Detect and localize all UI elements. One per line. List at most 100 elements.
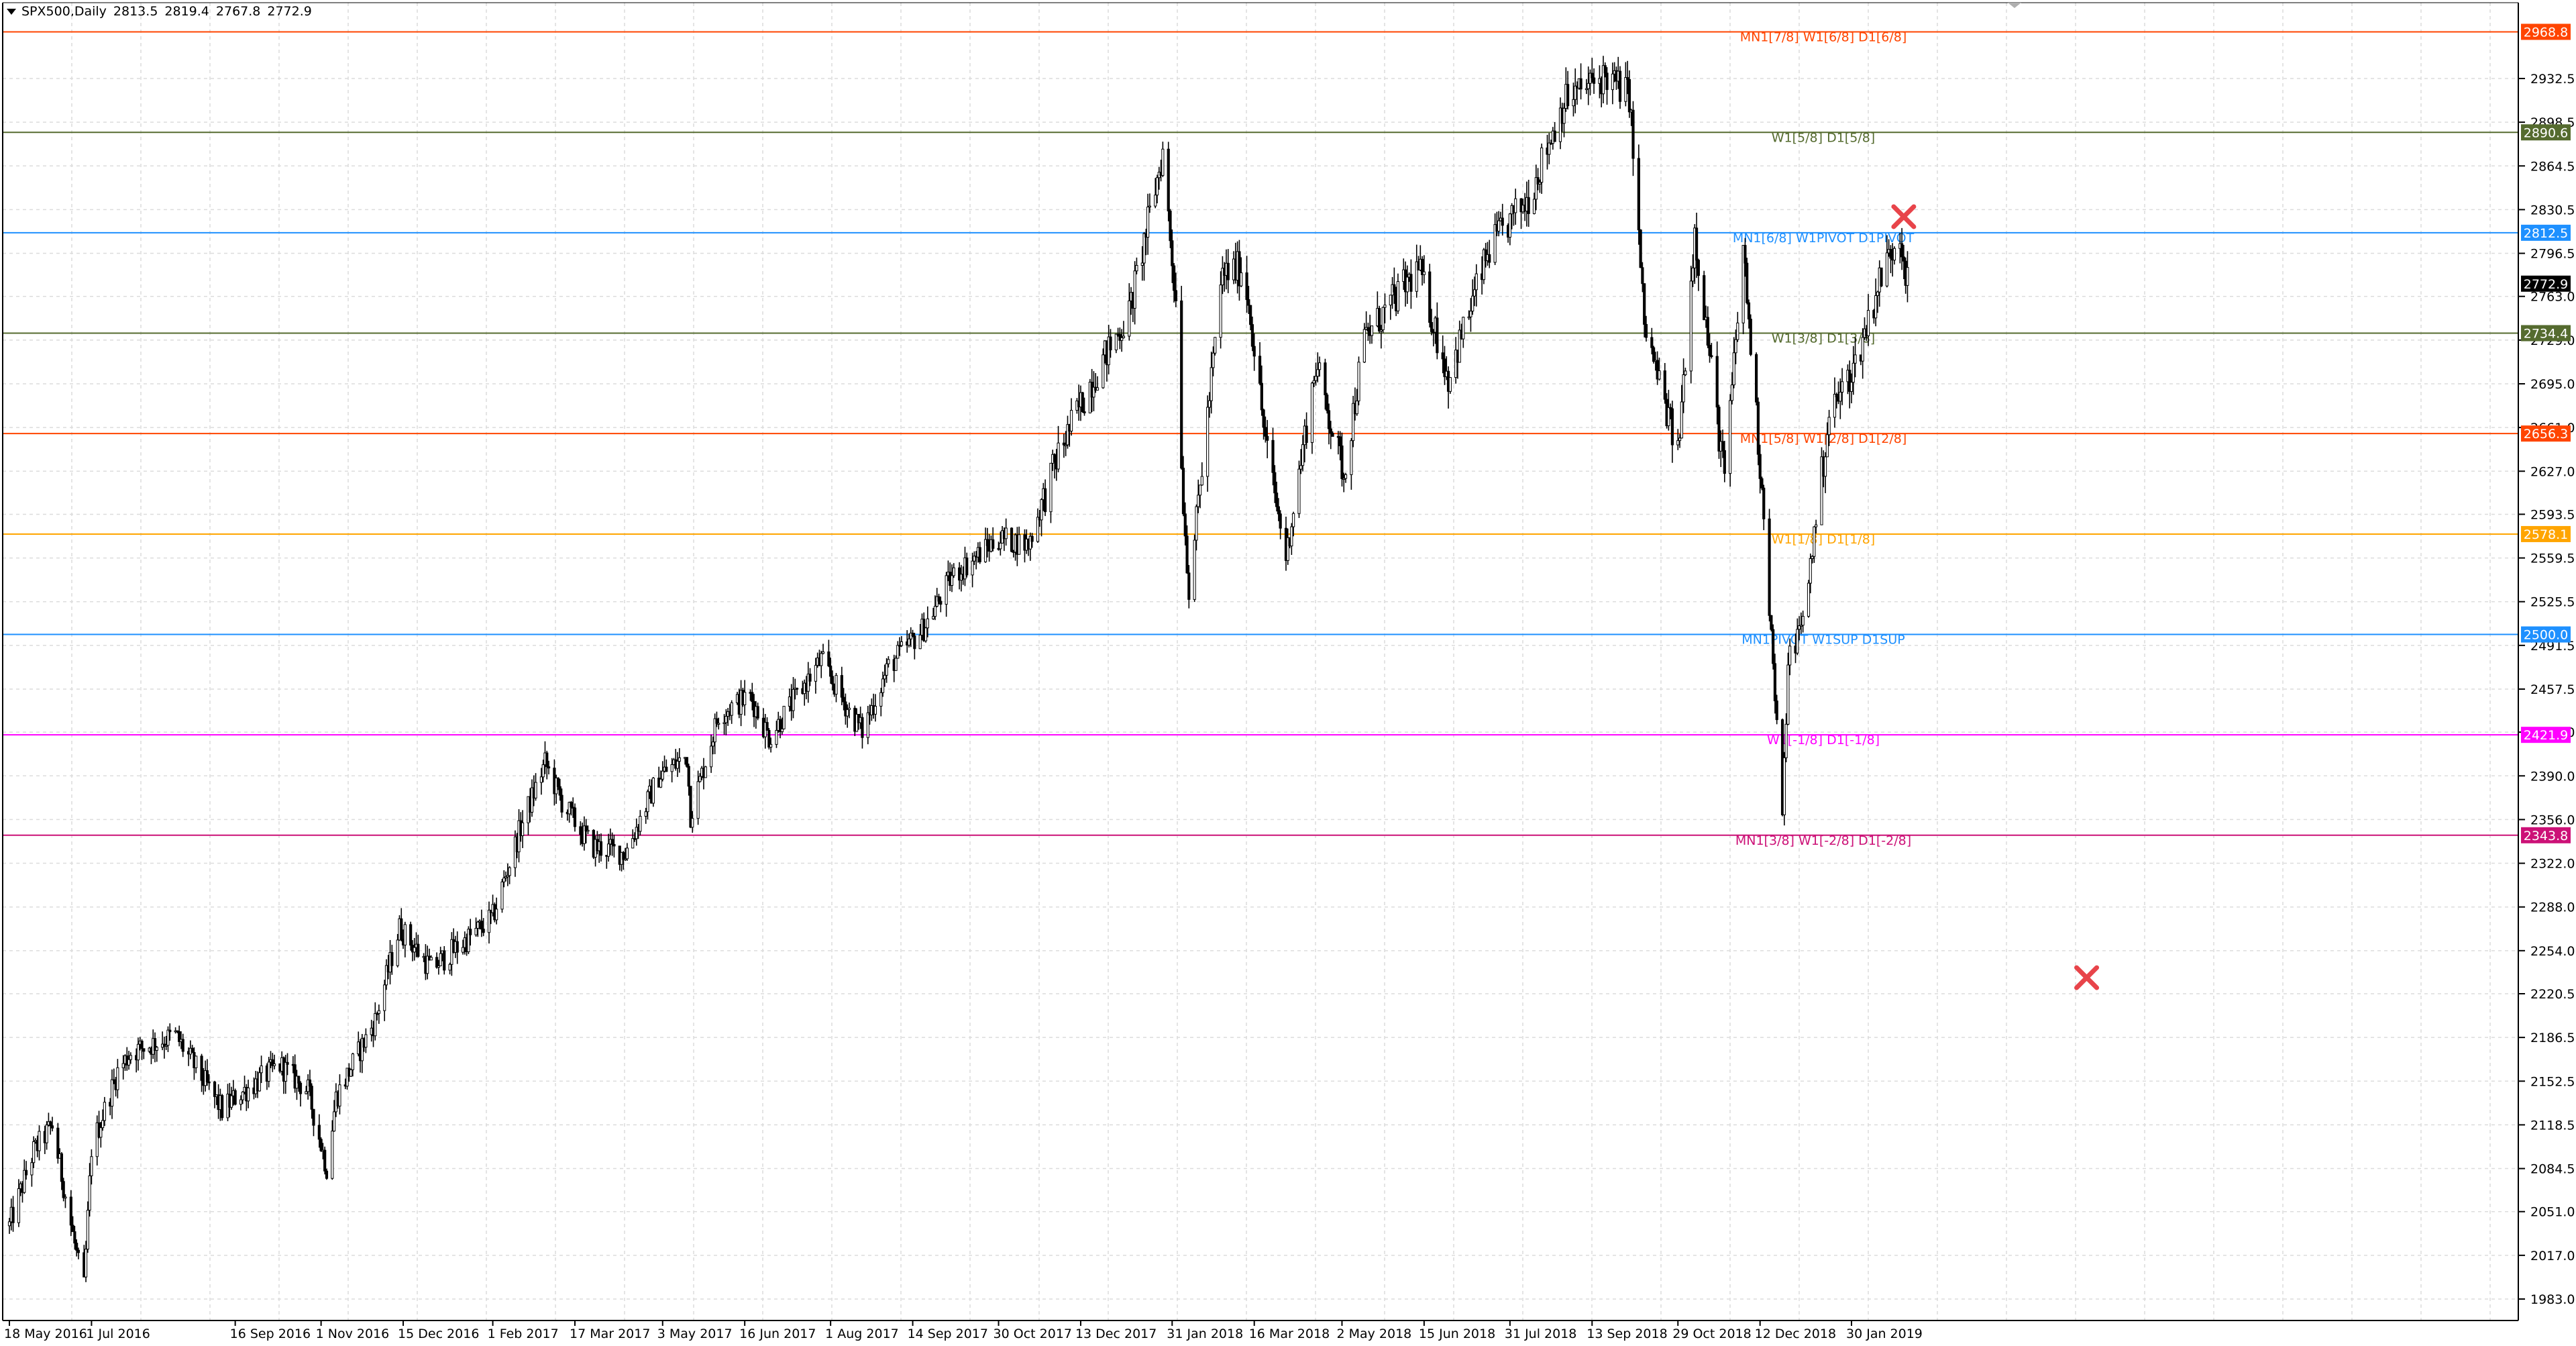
candle-body	[508, 867, 511, 876]
candle-body	[364, 1034, 368, 1048]
candle-body	[360, 1038, 364, 1062]
candle-body	[1471, 295, 1474, 312]
level-label: MN1[7/8] W1[6/8] D1[6/8]	[1740, 30, 1907, 44]
candle-body	[1409, 274, 1413, 292]
candle-body	[1782, 757, 1786, 815]
candle-body	[1310, 382, 1314, 444]
candle-body	[1286, 537, 1289, 561]
candle-body	[722, 722, 726, 724]
candle-body	[670, 764, 674, 772]
candle-body	[1109, 336, 1112, 351]
candle-body	[1839, 391, 1842, 402]
x-tick-label: 1 Feb 2017	[488, 1327, 559, 1341]
candle-body	[661, 770, 664, 780]
candle-body	[1327, 410, 1331, 429]
candle-body	[1493, 224, 1497, 263]
candle-body	[1378, 308, 1381, 331]
candle-body	[1430, 322, 1434, 332]
candle-body	[1603, 65, 1607, 74]
x-tick-label: 13 Dec 2017	[1075, 1327, 1157, 1341]
y-tick-label: 2830.5	[2530, 203, 2575, 217]
candle-body	[1637, 158, 1640, 231]
candle-body	[49, 1121, 52, 1127]
candle-body	[586, 829, 590, 832]
candle-body	[918, 635, 922, 650]
candle-body	[375, 1013, 379, 1015]
candle-body	[1697, 260, 1700, 276]
candle-body	[1318, 362, 1322, 370]
x-tick-label: 1 Aug 2017	[825, 1327, 899, 1341]
candle-body	[1421, 258, 1424, 275]
dropdown-triangle-icon[interactable]	[7, 9, 16, 15]
candle-body	[1721, 441, 1725, 451]
candle-body	[260, 1065, 263, 1074]
y-tick-label: 1983.0	[2530, 1292, 2575, 1307]
candle-body	[999, 542, 1002, 550]
x-marker	[2074, 965, 2100, 990]
y-tick-label: 2390.0	[2530, 769, 2575, 784]
candle-body	[1849, 382, 1854, 392]
candle-body	[435, 957, 439, 968]
candle-body	[568, 802, 571, 815]
candle-body	[687, 766, 690, 787]
candle-body	[1247, 299, 1250, 306]
candle-body	[1441, 352, 1444, 360]
candle-body	[181, 1039, 184, 1052]
candle-body	[207, 1081, 211, 1084]
candle-body	[1010, 527, 1014, 552]
candle-body	[103, 1102, 106, 1121]
candle-body	[90, 1156, 93, 1176]
x-tick-label: 30 Oct 2017	[994, 1327, 1072, 1341]
candle-body	[1355, 401, 1358, 415]
candle-body	[1396, 280, 1400, 311]
candle-body	[1902, 256, 1906, 262]
candle-body	[1848, 370, 1851, 392]
candle-body	[1352, 403, 1355, 442]
candle-body	[879, 692, 883, 707]
candle-body	[437, 965, 440, 968]
candle-body	[1743, 245, 1747, 264]
candle-body	[1102, 354, 1105, 389]
candle-body	[782, 706, 786, 729]
candle-body	[23, 1170, 26, 1193]
candle-body	[1260, 382, 1263, 411]
candle-body	[1252, 346, 1256, 357]
candle-body	[504, 876, 508, 878]
candle-body	[1140, 262, 1144, 266]
candle-body	[685, 757, 689, 767]
candle-body	[297, 1076, 301, 1084]
candle-body	[312, 1108, 315, 1126]
candle-body	[1240, 272, 1243, 287]
candle-body	[1448, 377, 1452, 392]
candle-body	[1840, 381, 1844, 393]
candle-body	[1195, 506, 1198, 541]
candle-body	[1107, 336, 1110, 366]
candle-body	[873, 705, 877, 715]
candle-body	[937, 596, 941, 602]
candle-body	[299, 1082, 303, 1094]
candle-body	[191, 1047, 194, 1053]
price-tag: 2578.1	[2521, 525, 2571, 542]
candle-body	[323, 1149, 327, 1172]
y-tick-label: 2118.5	[2530, 1118, 2575, 1133]
x-tick-label: 29 Oct 2018	[1672, 1327, 1751, 1341]
scroll-triangle-icon[interactable]	[2008, 3, 2021, 8]
candle-body	[1338, 436, 1342, 446]
candle-body	[233, 1090, 237, 1105]
candle-body	[985, 539, 989, 546]
chart-symbol: SPX500,Daily	[21, 4, 107, 19]
candle-body	[1747, 302, 1751, 320]
murrey-levels: MN1[7/8] W1[6/8] D1[6/8] W1[5/8] D1[5/8] M…	[3, 30, 2518, 848]
candle-body	[1641, 267, 1644, 284]
candle-body	[1676, 440, 1680, 446]
candle-body	[286, 1062, 289, 1065]
svg-text:2734.4: 2734.4	[2524, 327, 2568, 342]
candle-body	[1889, 249, 1892, 259]
candle-body	[1643, 283, 1646, 325]
candle-body	[1088, 381, 1091, 413]
candle-body	[1458, 329, 1461, 363]
candle-body	[844, 701, 847, 717]
candle-body	[338, 1084, 341, 1106]
candle-body	[1579, 78, 1582, 90]
